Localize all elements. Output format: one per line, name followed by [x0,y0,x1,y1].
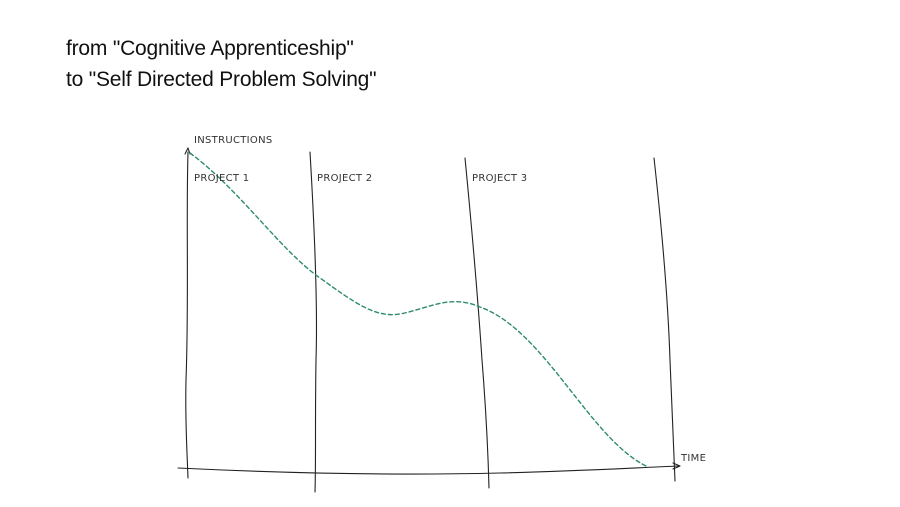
project-label-2: PROJECT 2 [317,173,372,184]
project-divider-1 [309,151,318,493]
instruction-trend-curve [189,152,649,468]
y-axis-label: INSTRUCTIONS [194,135,273,146]
slide-title: from "Cognitive Apprenticeship" to "Self… [66,33,377,95]
project-label-1: PROJECT 1 [194,173,249,184]
x-axis-arrow [672,462,681,470]
project-label-3: PROJECT 3 [472,173,527,184]
y-axis-arrow [184,147,191,155]
title-line-1: from "Cognitive Apprenticeship" [66,37,354,60]
x-axis-line [177,465,680,475]
title-line-2: to "Self Directed Problem Solving" [66,68,377,91]
project-divider-3 [653,157,676,482]
y-axis-line [185,151,189,479]
x-axis-label: TIME [680,453,706,464]
project-divider-2 [464,157,490,489]
